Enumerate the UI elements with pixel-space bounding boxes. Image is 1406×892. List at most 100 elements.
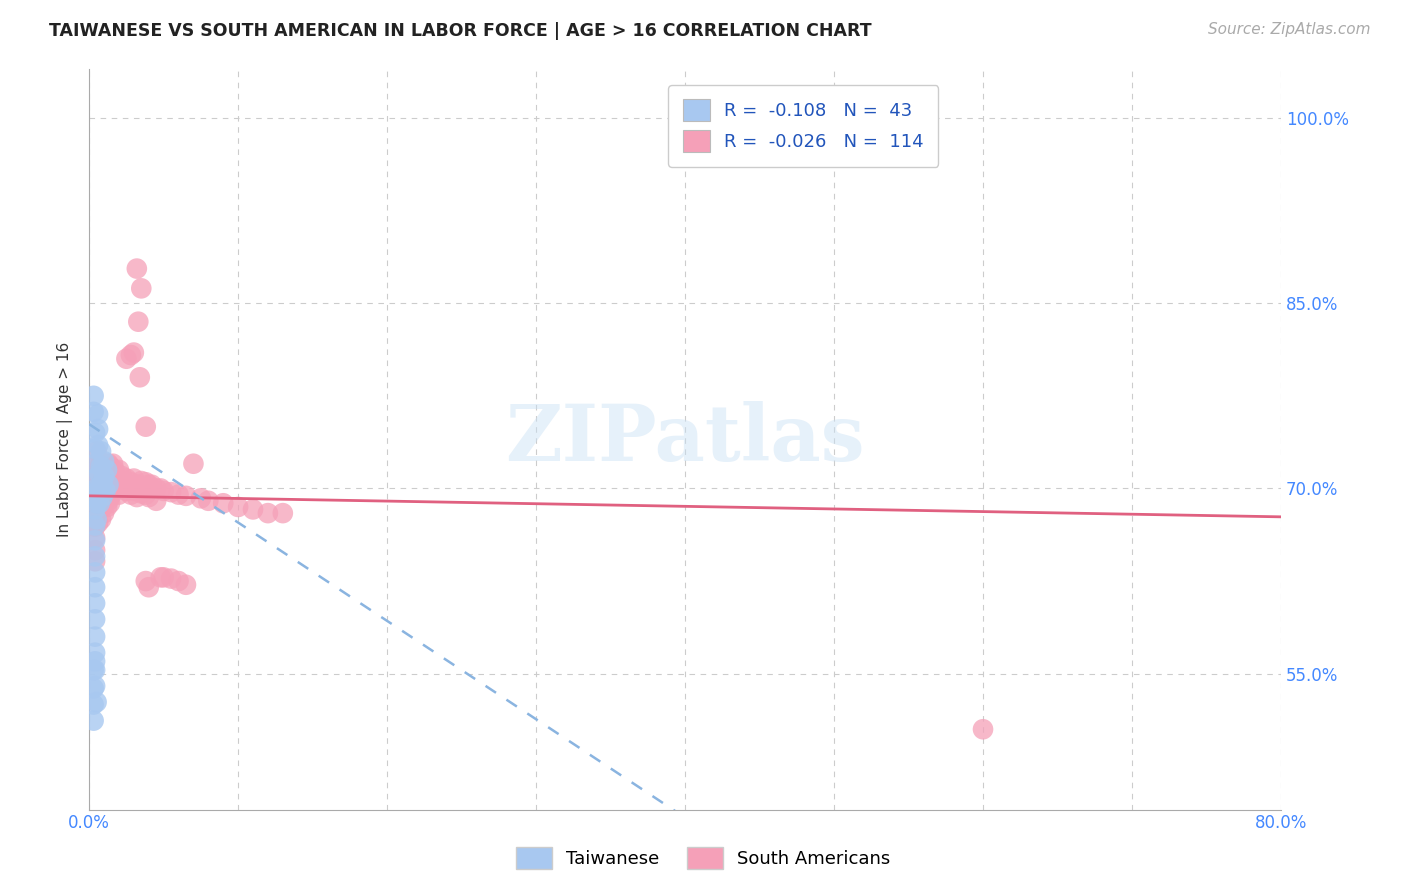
Point	[97, 457, 120, 471]
Point	[120, 487, 142, 501]
Point	[90, 444, 112, 458]
Point	[98, 483, 121, 498]
Point	[83, 714, 105, 728]
Point	[84, 596, 107, 610]
Point	[242, 502, 264, 516]
Point	[101, 457, 124, 471]
Point	[108, 475, 131, 490]
Point	[86, 496, 108, 510]
Point	[125, 477, 148, 491]
Point	[84, 549, 107, 564]
Point	[129, 486, 152, 500]
Legend: R =  -0.108   N =  43, R =  -0.026   N =  114: R = -0.108 N = 43, R = -0.026 N = 114	[668, 85, 938, 167]
Point	[104, 482, 127, 496]
Point	[84, 654, 107, 668]
Point	[97, 477, 120, 491]
Point	[96, 487, 118, 501]
Point	[122, 483, 145, 498]
Point	[93, 454, 115, 468]
Point	[94, 469, 117, 483]
Point	[101, 469, 124, 483]
Point	[160, 572, 183, 586]
Point	[115, 471, 138, 485]
Point	[103, 463, 125, 477]
Point	[83, 405, 105, 419]
Point	[93, 482, 115, 496]
Point	[98, 471, 121, 485]
Point	[86, 482, 108, 496]
Point	[84, 554, 107, 568]
Point	[96, 475, 118, 490]
Point	[152, 483, 174, 498]
Point	[84, 457, 107, 471]
Point	[86, 469, 108, 483]
Point	[86, 695, 108, 709]
Point	[90, 459, 112, 474]
Point	[145, 493, 167, 508]
Point	[120, 475, 142, 490]
Point	[91, 500, 114, 514]
Point	[89, 483, 111, 498]
Point	[101, 482, 124, 496]
Point	[83, 389, 105, 403]
Point	[84, 442, 107, 456]
Point	[91, 463, 114, 477]
Point	[87, 422, 110, 436]
Point	[111, 482, 134, 496]
Point	[149, 570, 172, 584]
Point	[90, 475, 112, 490]
Point	[97, 482, 120, 496]
Point	[128, 370, 150, 384]
Point	[97, 493, 120, 508]
Point	[93, 469, 115, 483]
Point	[87, 503, 110, 517]
Point	[226, 500, 249, 514]
Point	[84, 531, 107, 545]
Point	[135, 487, 157, 501]
Point	[122, 345, 145, 359]
Point	[135, 475, 157, 490]
Point	[183, 457, 205, 471]
Point	[141, 477, 163, 491]
Point	[97, 469, 120, 483]
Point	[86, 457, 108, 471]
Point	[93, 493, 115, 508]
Text: TAIWANESE VS SOUTH AMERICAN IN LABOR FORCE | AGE > 16 CORRELATION CHART: TAIWANESE VS SOUTH AMERICAN IN LABOR FOR…	[49, 22, 872, 40]
Point	[84, 580, 107, 594]
Point	[87, 516, 110, 530]
Point	[96, 463, 118, 477]
Point	[125, 490, 148, 504]
Point	[84, 533, 107, 548]
Point	[104, 469, 127, 483]
Point	[90, 487, 112, 501]
Point	[83, 663, 105, 677]
Point	[89, 496, 111, 510]
Point	[115, 351, 138, 366]
Point	[84, 663, 107, 677]
Point	[257, 506, 280, 520]
Point	[160, 485, 183, 500]
Legend: Taiwanese, South Americans: Taiwanese, South Americans	[509, 839, 897, 876]
Point	[152, 570, 174, 584]
Point	[190, 491, 212, 506]
Point	[94, 483, 117, 498]
Point	[84, 630, 107, 644]
Point	[87, 438, 110, 452]
Point	[100, 487, 122, 501]
Point	[84, 519, 107, 533]
Point	[111, 469, 134, 483]
Point	[138, 580, 160, 594]
Point	[84, 518, 107, 533]
Point	[84, 425, 107, 440]
Point	[94, 493, 117, 508]
Point	[93, 506, 115, 520]
Point	[84, 646, 107, 660]
Point	[115, 483, 138, 498]
Point	[100, 475, 122, 490]
Point	[972, 723, 994, 737]
Point	[212, 496, 235, 510]
Point	[93, 469, 115, 483]
Point	[100, 463, 122, 477]
Point	[89, 459, 111, 474]
Point	[87, 407, 110, 421]
